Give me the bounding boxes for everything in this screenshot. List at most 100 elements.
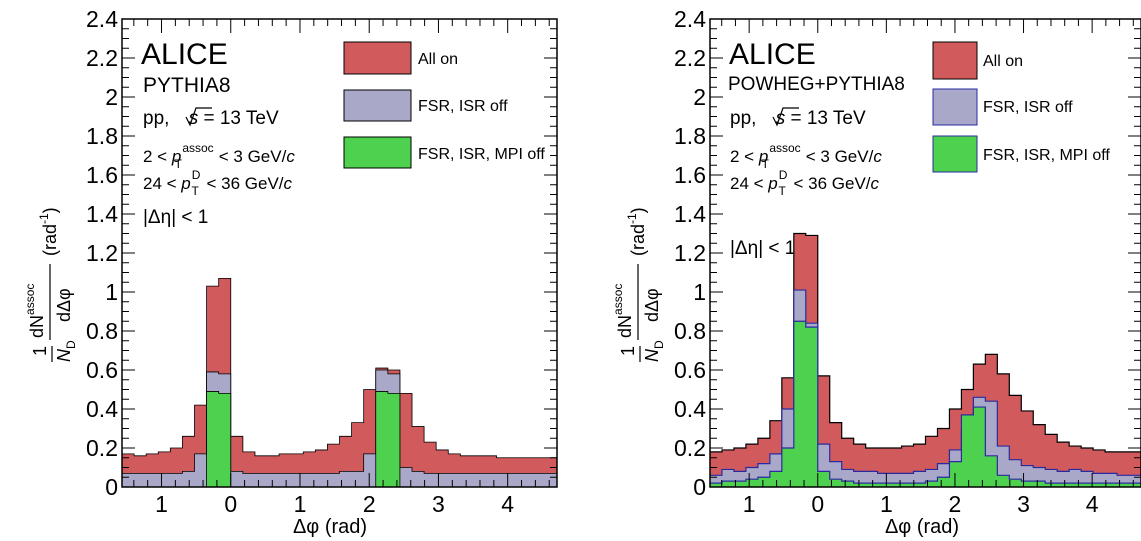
left-bar-all-on-23 <box>399 393 413 487</box>
right-bar-fsr-isr-mpi-off-22 <box>973 407 986 487</box>
left-bar-fsr-isr-off-14 <box>291 473 304 487</box>
left-tick-labels: 0 0.2 0.4 0.6 0.8 1 1.2 1.4 1.6 1.8 2 2.2 2.4 1 0 1 2 3 4 <box>86 6 514 517</box>
right-legend-swatch-all-on <box>932 41 978 80</box>
right-ytick-label: 2.2 <box>674 45 706 71</box>
right-bar-fsr-isr-mpi-off-3 <box>745 479 759 487</box>
right-ytick-label: 1.8 <box>674 123 706 149</box>
right-bar-fsr-isr-mpi-off-27 <box>1033 481 1046 487</box>
left-bar-fsr-isr-off-24 <box>412 471 425 487</box>
left-bar-fsr-isr-mpi-off-22 <box>387 393 401 487</box>
right-ytick-label: 2 <box>693 84 706 110</box>
left-bar-fsr-isr-off-35 <box>544 473 558 487</box>
right-plot-panel: 00.20.40.60.811.21.41.61.822.22.41 0 1 2 3 4 … <box>611 6 1141 538</box>
left-ylab-nd: ND <box>54 340 78 362</box>
left-legend-label-fsr-isr-mpi-off: FSR, ISR, MPI off <box>418 146 545 163</box>
left-ytick-label: 0.2 <box>86 435 118 461</box>
right-ytick-label: 0.2 <box>674 435 706 461</box>
right-outline-fsr-isr-mpi-off <box>710 320 1141 484</box>
left-bar-fsr-isr-off-0 <box>122 473 135 487</box>
right-xtick-label: 3 <box>1017 491 1030 517</box>
left-xtick-label: 1 <box>155 491 168 517</box>
left-legend-label-fsr-isr-off: FSR, ISR off <box>418 98 508 115</box>
left-bar-fsr-isr-off-11 <box>254 473 268 487</box>
left-bar-fsr-isr-off-6 <box>194 453 207 487</box>
right-bar-fsr-isr-mpi-off-34 <box>1117 483 1130 487</box>
left-bar-fsr-isr-off-16 <box>315 473 328 487</box>
right-bar-fsr-isr-mpi-off-33 <box>1105 483 1118 487</box>
left-bar-fsr-isr-off-19 <box>351 471 364 487</box>
right-ytick-label: 2.4 <box>674 6 706 32</box>
left-plot-frame <box>121 18 558 488</box>
right-bar-fsr-isr-mpi-off-12 <box>853 483 866 487</box>
right-bar-fsr-isr-off-0 <box>710 475 723 487</box>
right-ylab-one: 1 <box>618 346 638 356</box>
right-bar-fsr-isr-mpi-off-1 <box>721 481 735 487</box>
right-ylab-nd: ND <box>642 340 666 362</box>
right-bar-fsr-isr-mpi-off-10 <box>829 479 842 487</box>
right-bar-fsr-isr-mpi-off-6 <box>781 448 795 487</box>
right-bar-fsr-isr-mpi-off-4 <box>757 477 771 487</box>
right-y-axis-title: 1 ND dNassoc dΔφ (rad-1) <box>611 207 666 362</box>
svg-text:pp, s = 13 TeV: pp, s = 13 TeV <box>730 108 866 129</box>
left-xtick-label: 3 <box>432 491 445 517</box>
right-cut-assoc: 2 < passoc T < 3 GeV/c <box>730 141 882 171</box>
right-bar-fsr-isr-mpi-off-26 <box>1021 481 1034 487</box>
left-xtick-label: 1 <box>294 491 307 517</box>
right-system-label: pp, s = 13 TeV <box>730 107 866 129</box>
left-bar-fsr-isr-off-34 <box>532 473 546 487</box>
left-bar-fsr-isr-off-29 <box>472 473 485 487</box>
right-plot-frame <box>709 18 1141 488</box>
right-cut-trigger: 24 < pD T < 36 GeV/c <box>730 168 880 198</box>
right-ytick-label: 1.4 <box>674 201 706 227</box>
left-y-axis-title: 1 ND dNassoc dΔφ (rad-1) <box>23 207 78 362</box>
right-bar-fsr-isr-mpi-off-9 <box>817 471 831 487</box>
left-ytick-label: 0 <box>105 474 118 500</box>
left-deta-cut: |Δη| < 1 <box>143 207 208 228</box>
left-bar-fsr-isr-off-10 <box>242 473 256 487</box>
right-bar-fsr-isr-mpi-off-15 <box>889 483 902 487</box>
right-bar-fsr-isr-mpi-off-18 <box>925 481 938 487</box>
right-ylab-dn: dNassoc <box>611 284 635 338</box>
right-bar-fsr-isr-mpi-off-19 <box>937 477 950 487</box>
left-legend-swatch-fsr-isr-mpi-off <box>343 136 412 169</box>
right-bar-fsr-isr-mpi-off-23 <box>985 455 998 487</box>
left-bar-fsr-isr-off-20 <box>363 453 377 487</box>
left-ylab-unit: (rad-1) <box>37 207 60 256</box>
right-deta-cut: |Δη| < 1 <box>730 238 795 259</box>
right-bar-all-on-35 <box>1129 451 1141 487</box>
right-bar-fsr-isr-mpi-off-30 <box>1069 483 1082 487</box>
right-bar-fsr-isr-mpi-off-20 <box>949 461 962 487</box>
right-legend: All on FSR, ISR off FSR, ISR, MPI off <box>932 41 1110 173</box>
left-ytick-label: 1.4 <box>86 201 118 227</box>
left-legend-label-all-on: All on <box>418 51 458 68</box>
right-ytick-label: 0 <box>693 474 706 500</box>
left-bar-fsr-isr-off-1 <box>134 473 147 487</box>
left-bar-fsr-isr-off-2 <box>146 473 159 487</box>
right-ylab-unit: (rad-1) <box>625 207 648 256</box>
right-bar-fsr-isr-off-34 <box>1117 475 1130 487</box>
right-experiment-label: ALICE <box>729 38 816 71</box>
left-xtick-label: 0 <box>224 491 237 517</box>
left-ylab-dn: dNassoc <box>23 284 47 338</box>
left-ytick-label: 2.2 <box>86 45 118 71</box>
right-ytick-label: 1.2 <box>674 240 706 266</box>
right-ytick-label: 1 <box>693 279 706 305</box>
left-ytick-label: 1.8 <box>86 123 118 149</box>
right-xtick-label: 0 <box>811 491 824 517</box>
left-legend: All on FSR, ISR off FSR, ISR, MPI off <box>343 41 545 169</box>
left-x-axis-title: Δφ (rad) <box>293 516 367 538</box>
right-bar-fsr-isr-mpi-off-14 <box>877 483 890 487</box>
left-bar-fsr-isr-off-26 <box>436 473 449 487</box>
left-bar-fsr-isr-off-18 <box>339 471 352 487</box>
right-bar-fsr-isr-mpi-off-17 <box>913 483 926 487</box>
right-bar-fsr-isr-mpi-off-32 <box>1093 483 1106 487</box>
left-ytick-label: 1.2 <box>86 240 118 266</box>
left-ylab-dphi: dΔφ <box>54 288 74 322</box>
left-bar-all-on-19 <box>351 422 364 487</box>
left-bar-fsr-isr-off-3 <box>158 473 171 487</box>
left-bar-fsr-isr-mpi-off-21 <box>375 391 389 487</box>
right-bar-fsr-isr-mpi-off-0 <box>710 483 723 487</box>
right-bar-fsr-isr-mpi-off-13 <box>865 483 878 487</box>
right-bar-fsr-isr-mpi-off-31 <box>1081 483 1094 487</box>
